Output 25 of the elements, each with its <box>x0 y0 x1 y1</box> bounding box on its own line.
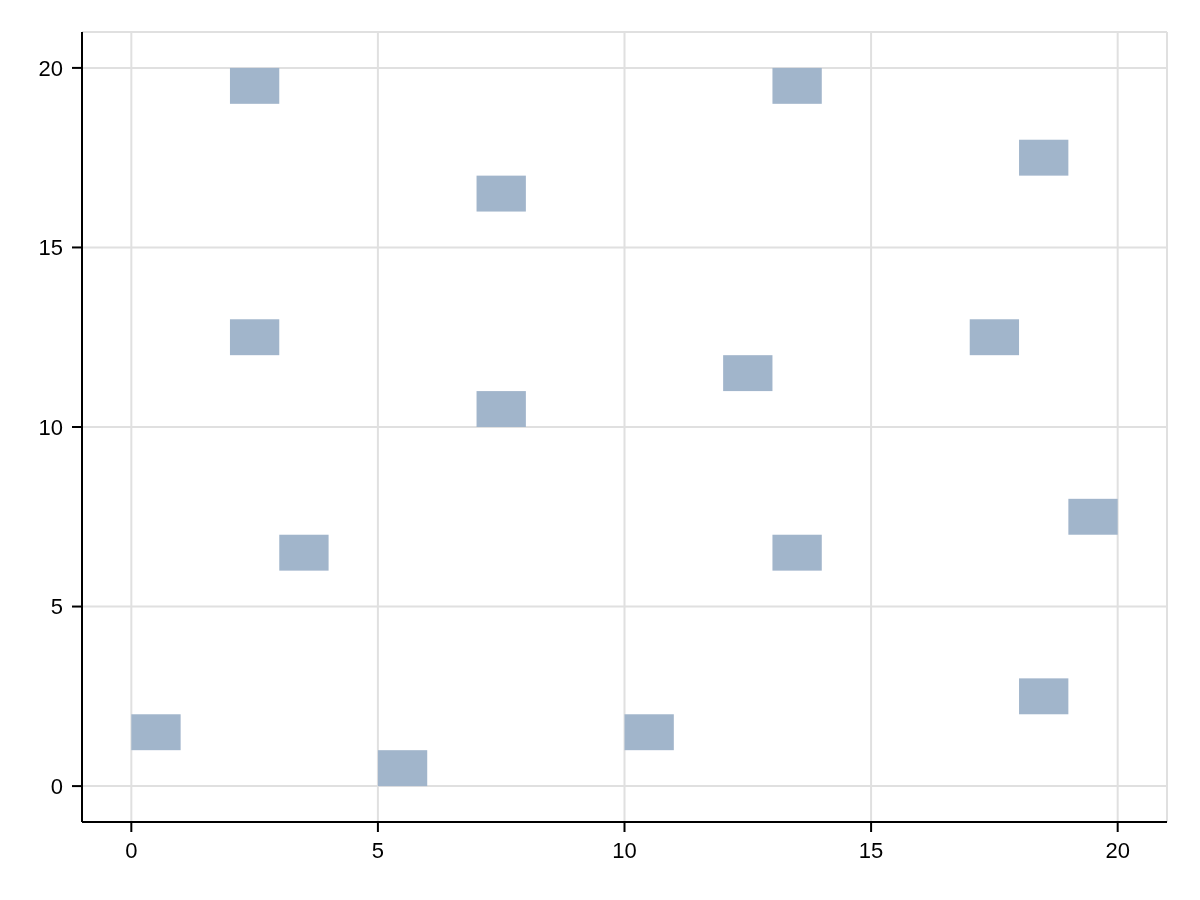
bar <box>772 67 822 104</box>
x-tick-label: 5 <box>371 837 385 863</box>
bar <box>1019 678 1069 715</box>
bar <box>229 67 280 104</box>
x-tick-label: 10 <box>612 837 637 863</box>
bar <box>377 750 428 787</box>
y-tick-label: 0 <box>50 773 63 799</box>
bar <box>279 534 329 571</box>
bar <box>772 534 822 571</box>
bar <box>131 714 181 751</box>
x-tick-label: 20 <box>1105 837 1130 863</box>
x-tick-label: 0 <box>125 837 138 863</box>
y-tick-label: 15 <box>38 235 63 261</box>
bar <box>476 175 526 212</box>
y-tick-label: 5 <box>50 594 63 620</box>
bar <box>1019 139 1069 176</box>
bar <box>229 319 280 356</box>
bar <box>624 714 674 751</box>
bar <box>476 391 526 427</box>
bar <box>723 355 773 392</box>
bar <box>1068 498 1118 535</box>
y-tick-label: 10 <box>38 414 63 440</box>
x-tick-label: 15 <box>858 837 884 863</box>
y-tick-label: 20 <box>38 55 63 81</box>
bar <box>969 319 1020 356</box>
